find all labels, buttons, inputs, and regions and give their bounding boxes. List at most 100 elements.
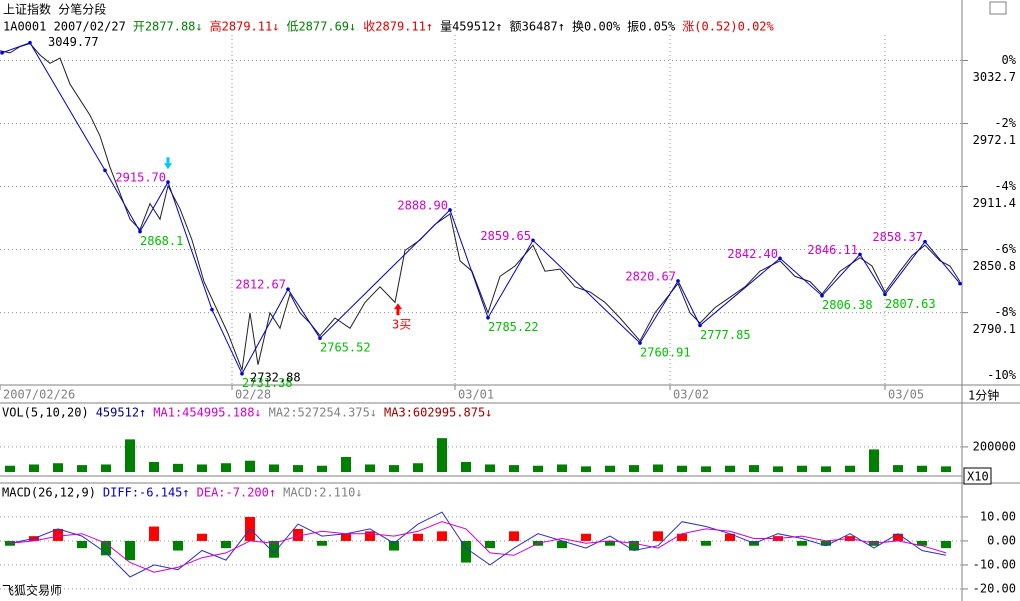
macd-bar [341,533,351,541]
volume-bar [437,438,447,472]
pivot-label: 2760.91 [640,345,691,359]
pivot-label: 2915.70 [115,171,166,185]
header-item: 高2879.11↓ [210,19,280,34]
header-item: 额36487↑ [510,20,565,34]
pivot-label: 2820.67 [625,269,676,283]
scale-box-label[interactable]: X10 [967,470,989,484]
volume-bar [365,464,375,472]
chart-title: 上证指数 分笔分段 [3,2,106,17]
volume-bar [821,466,831,472]
volume-bar [725,465,735,472]
period-label[interactable]: 1分钟 [968,388,999,403]
macd-bar [197,533,207,541]
volume-bar [221,463,231,472]
header-item: 涨(0.52)0.02% [682,19,774,34]
annotation-arrow [394,303,402,316]
pivot-point [820,293,824,298]
volume-bar [293,465,303,472]
y-tick-label: -10.00 [973,557,1016,571]
macd-bar [653,531,663,541]
macd-bar [557,540,567,549]
pivot-label: 2731.38 [242,376,293,390]
macd-bar [53,528,63,541]
y-tick-label: 10.00 [980,509,1016,523]
macd-bar [677,533,687,541]
header-item: 收2879.11↑ [363,20,433,34]
footer-label: 飞狐交易师 [2,583,62,598]
pivot-label: 2846.11 [807,243,858,257]
volume-bar [581,466,591,472]
header-item: 1A0001 2007/02/27 [3,20,126,34]
annotation: 3买 [392,318,411,332]
x-tick-label: 03/02 [673,388,709,402]
y2-tick-label: -6% [994,242,1016,256]
header-item: MA3:602995.875↓ [384,406,492,420]
header-item: DEA:-7.200↑ [197,486,276,500]
pivot-point [210,307,214,312]
pivot-point [286,287,290,291]
x-tick-label: 03/01 [458,388,494,402]
pivot-point [103,168,107,173]
macd-bar [629,540,639,551]
header-item: MACD(26,12,9) [2,486,96,500]
y2-tick-label: -2% [994,116,1016,130]
macd-bar [389,540,399,551]
volume-bar [797,465,807,472]
macd-bar [149,526,159,541]
macd-bar [941,540,951,549]
pivot-point [318,336,322,341]
pivot-label: 2888.90 [397,198,448,212]
volume-bar [869,449,879,472]
pivot-point [676,279,680,283]
macd-bar [365,531,375,541]
pivot-point [240,371,244,376]
macd-bar [5,540,15,546]
y-tick-label: 0.00 [987,533,1016,547]
y2-tick-label: -8% [994,305,1016,319]
x-tick-label: 02/28 [235,388,271,402]
pivot-point [448,208,452,212]
macd-bar [509,531,519,541]
x-tick-label: 03/05 [888,388,924,402]
volume-bar [317,465,327,472]
header-item: MA1:454995.188↓ [153,406,261,420]
macd-bar [581,533,591,541]
macd-bar [893,533,903,541]
volume-bar [413,463,423,472]
pivot-point [858,252,862,257]
pivot-label: 2859.65 [480,229,531,243]
pivot-point [0,51,4,55]
macd-bar [77,540,87,549]
volume-bar [605,465,615,472]
pivot-point [923,239,927,244]
volume-bar [845,465,855,472]
volume-bar [773,466,783,472]
volume-bar [461,461,471,472]
pivot-label: 2765.52 [320,341,371,355]
macd-bar [701,540,711,546]
macd-bar [101,540,111,556]
volume-bar [269,464,279,472]
macd-bar [269,540,279,558]
header-item: 振0.05% [627,20,676,34]
pivot-point [883,292,887,297]
macd-bar [821,540,831,546]
volume-bar [29,464,39,472]
window-button[interactable] [989,1,1007,15]
volume-bar [125,439,135,472]
macd-bar [293,528,303,541]
pivot-point [778,256,782,261]
volume-bar [53,463,63,472]
y-tick-label: 2911.4 [973,196,1016,210]
header-item: VOL(5,10,20) [2,406,89,420]
pivot-label: 2785.22 [488,320,539,334]
volume-bar [533,465,543,472]
macd-bar [461,540,471,563]
scale-box[interactable] [963,467,992,485]
price-line [9,521,947,573]
volume-bar [629,465,639,472]
y-tick-label: 2790.1 [973,322,1016,336]
macd-bar [437,531,447,541]
